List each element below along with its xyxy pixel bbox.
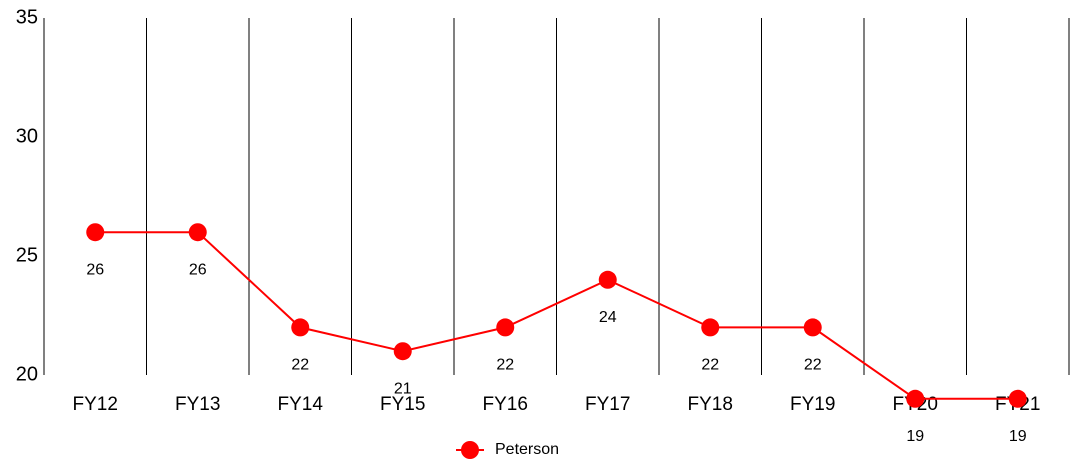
point — [393, 342, 412, 361]
series-line — [95, 231, 1018, 400]
y-tick-label: 25 — [16, 244, 38, 266]
point — [701, 318, 720, 337]
x-tick-label: FY14 — [278, 394, 324, 415]
x-tick-label: FY12 — [73, 394, 118, 415]
x-tick-label: FY19 — [790, 394, 835, 415]
point — [291, 318, 310, 337]
data-label: 22 — [804, 357, 822, 374]
y-tick-label: 30 — [16, 125, 38, 147]
data-label: 19 — [906, 428, 924, 445]
x-tick-label: FY16 — [483, 394, 528, 415]
data-label: 21 — [394, 380, 412, 397]
point — [496, 318, 515, 337]
data-label: 22 — [291, 357, 309, 374]
x-tick-label: FY13 — [175, 394, 220, 415]
point — [1008, 389, 1027, 408]
data-label: 26 — [189, 261, 207, 278]
x-tick-label: FY15 — [380, 394, 425, 415]
data-label: 22 — [496, 357, 514, 374]
x-tick-label: FY18 — [688, 394, 733, 415]
y-tick-label: 35 — [16, 6, 38, 28]
point — [803, 318, 822, 337]
legend-label: Peterson — [495, 441, 559, 458]
point — [598, 270, 617, 289]
x-tick-label: FY17 — [585, 394, 630, 415]
point — [906, 389, 925, 408]
data-label: 24 — [599, 309, 617, 326]
data-label: 26 — [86, 261, 104, 278]
point — [188, 223, 207, 242]
y-tick-label: 20 — [16, 363, 38, 385]
point — [86, 223, 105, 242]
data-label: 22 — [701, 357, 719, 374]
legend-marker — [461, 441, 479, 459]
data-label: 19 — [1009, 428, 1027, 445]
